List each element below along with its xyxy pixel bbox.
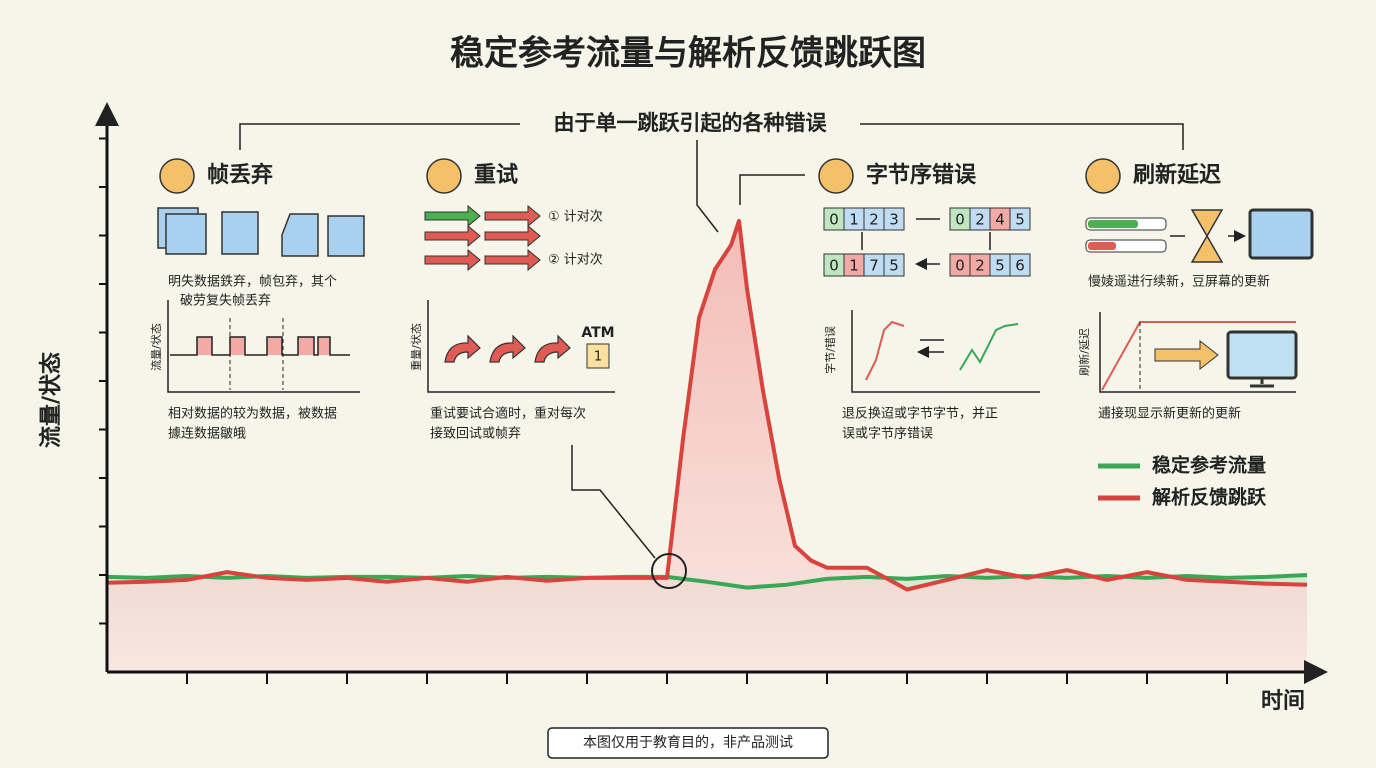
panel-caption: 明失数据鉄弃，帧包弃，其个 [168,275,337,290]
panel-note: 逋接现显示新更新的更新 [1098,406,1241,422]
panel-title: 字节序错误 [866,162,977,188]
mini-axis [1099,312,1296,393]
mini-axis [427,300,615,393]
byte-value: 0 [829,257,839,275]
panel-note: 退反换迢或字节字节，并正 [842,407,998,422]
x-axis-label: 时间 [1261,689,1305,714]
retry-step: ① 计对次 [548,209,603,225]
panel-caption: 破劳复失帧丢弃 [180,293,271,309]
mini-axis-label: 字节/错误 [823,326,837,374]
panel-note: 接致回试或帧弃 [430,426,521,442]
area [107,220,1307,672]
byte-value: 4 [995,211,1005,229]
mini-marker [229,318,284,390]
byte-value: 2 [975,257,985,275]
byte-value: 0 [955,257,965,275]
monitor-stand [1250,378,1274,388]
subtitle: 由于单一跳跃引起的各种错误 [554,111,828,135]
footer-box [547,727,829,759]
byte-value: 2 [975,211,985,229]
callout-circle [651,553,687,589]
legend-label: 解析反馈跳跃 [1152,486,1267,509]
mini-axis [167,300,360,393]
mini-axis-label: 刷新/延迟 [1077,328,1091,376]
monitor [1226,330,1298,380]
panel-note: 據连数据皺皒 [168,426,246,442]
retry-arrows [424,204,541,272]
byte-box [1009,253,1031,277]
badge-number: 1 [594,350,602,365]
mini-signal [865,320,905,381]
panel-note: 误或字节序错误 [842,427,933,442]
panel-caption: 慢婈遥进行续新，豆屏幕的更新 [1088,274,1270,290]
plot-area [99,137,1308,684]
byte-value: 1 [849,211,859,229]
byte-value: 0 [955,211,965,229]
badge-box [586,343,610,369]
byte-value: 5 [995,257,1005,275]
leader-line [571,140,805,559]
mini-signal [170,336,350,356]
panel-title: 重试 [474,163,518,188]
line [106,218,1308,592]
panel-title: 帧丢弃 [207,162,273,188]
footer: 本图仅用于教育目的，非产品测试 [583,735,793,751]
byte-value: 7 [869,257,879,275]
byte-value: 5 [1015,211,1025,229]
legend-label: 稳定参考流量 [1152,454,1266,477]
retry-loops [444,334,571,363]
panel-note: 相对数据的较为数据，被数据 [168,406,337,422]
progress-bars [1085,217,1167,253]
mini-axis-label: 流量/状态 [149,323,163,371]
byte-value: 2 [869,211,879,229]
badge: ATM [581,325,614,341]
y-axis-label: 流量/状态 [38,352,64,448]
monitor [1248,208,1314,260]
retry-step: ② 计对次 [548,252,603,268]
chart-title: 稳定参考流量与解析反馈跳跃图 [450,34,926,74]
panel-note: 重试要试合適时，重对每次 [430,406,586,422]
bracket [239,123,1184,150]
mini-signal [959,323,1019,371]
flow-arrow [1154,339,1219,371]
panel-icons [159,158,1121,194]
byte-value: 3 [889,211,899,229]
byte-value: 0 [829,211,839,229]
byte-box [883,207,905,231]
byte-arrow [861,218,991,264]
byte-value: 6 [1015,257,1025,275]
mini-axis [851,310,1040,393]
byte-value: 1 [849,257,859,275]
mini-axis-label: 重量/状态 [409,323,423,371]
byte-value: 5 [889,257,899,275]
byte-box [883,253,905,277]
byte-box [1009,207,1031,231]
frame-icons [157,207,365,257]
swap-arrow [920,339,944,352]
panel-title: 刷新延迟 [1133,162,1221,188]
hourglass [1190,209,1224,263]
